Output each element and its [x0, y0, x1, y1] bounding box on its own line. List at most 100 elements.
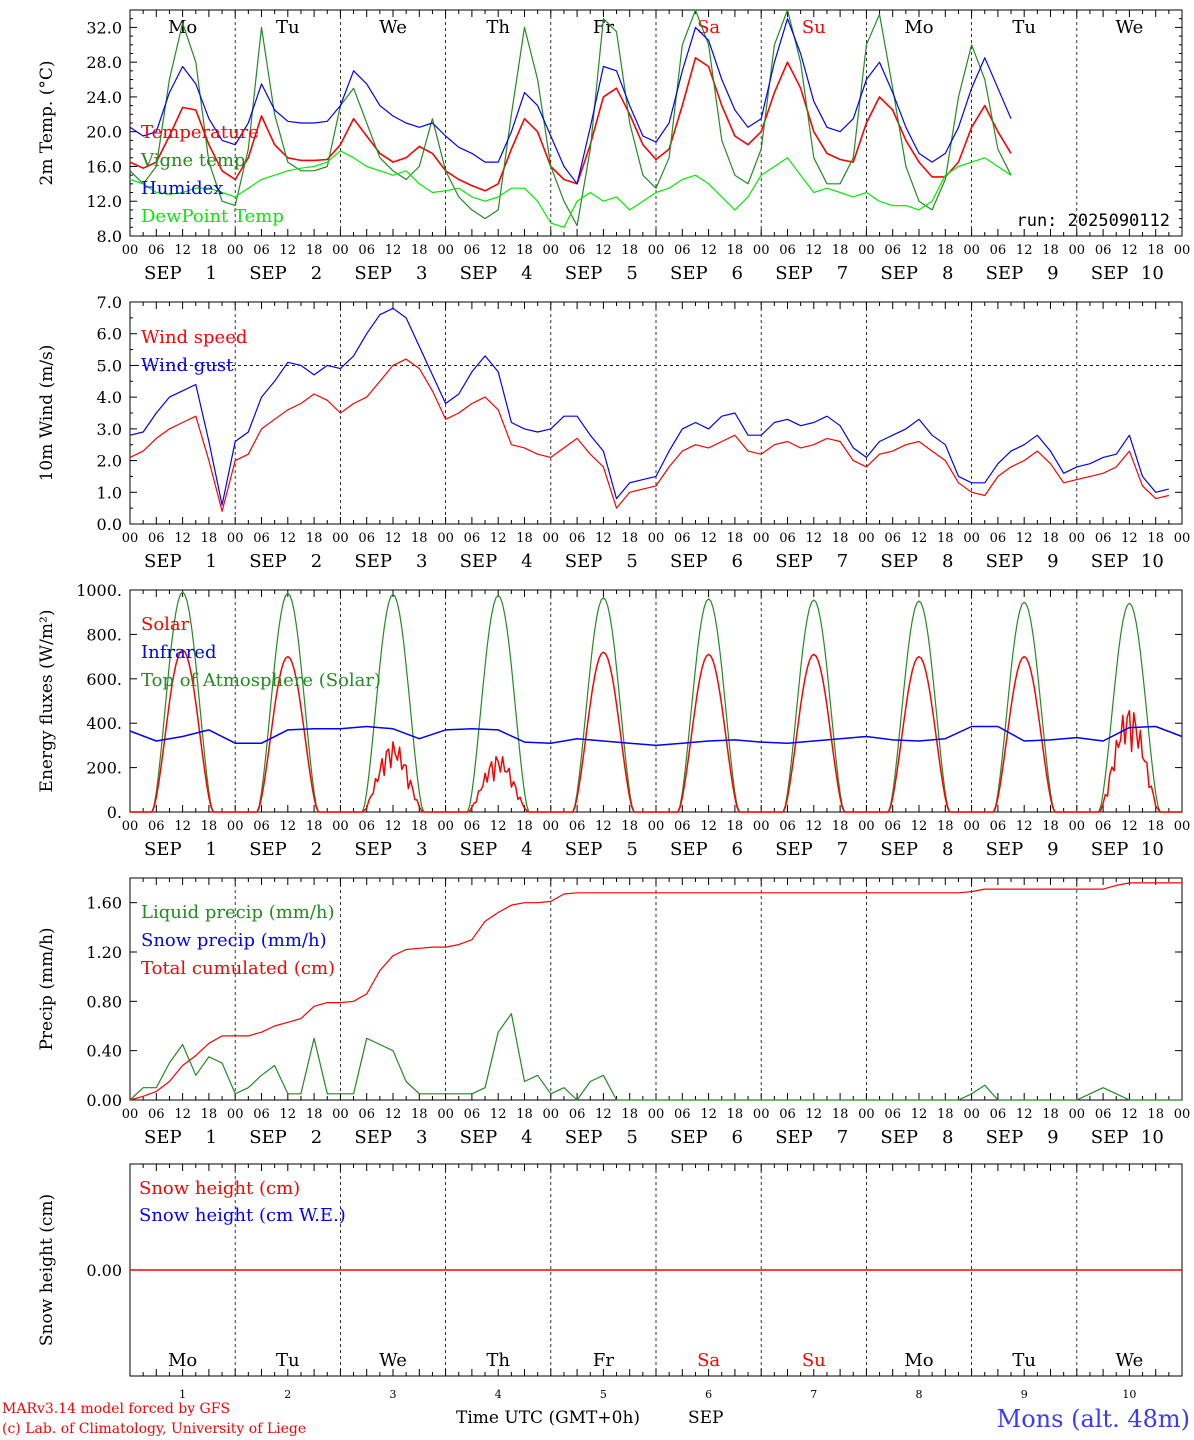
legend-entry: Solar [141, 614, 190, 635]
series-line-infrared [129, 725, 1183, 747]
date-label-day: 7 [837, 263, 848, 284]
hour-tick-label: 18 [1147, 1107, 1164, 1122]
weekday-label: Tu [1012, 1350, 1036, 1371]
hour-tick-label: 12 [174, 819, 191, 834]
date-label: SEP 8 [880, 551, 953, 572]
date-label-month: SEP [880, 1127, 918, 1148]
hour-tick-label: 00 [648, 819, 665, 834]
series-line-0 [129, 358, 1169, 512]
date-label-month: SEP [460, 1127, 498, 1148]
weekday-label: We [379, 17, 407, 38]
date-label-month: SEP [460, 839, 498, 860]
date-label-month: SEP [144, 1127, 182, 1148]
hour-tick-label: 12 [385, 1107, 402, 1122]
hour-tick-label: 12 [280, 243, 297, 258]
hour-tick-label: 18 [937, 1107, 954, 1122]
hour-tick-label: 12 [385, 819, 402, 834]
date-label-day: 1 [206, 839, 217, 860]
y-axis-label: Precip (mm/h) [37, 927, 57, 1050]
hour-tick-label: 12 [595, 819, 612, 834]
date-label: SEP 8 [880, 839, 953, 860]
date-label-day: 3 [416, 551, 427, 572]
date-label: SEP 3 [354, 839, 427, 860]
y-axis-label: 10m Wind (m/s) [37, 345, 57, 482]
weekday-label: Mo [168, 17, 197, 38]
day-number-label: 4 [495, 1388, 502, 1401]
legend-entry: DewPoint Temp [141, 206, 284, 227]
legend-entry: Snow precip (mm/h) [141, 930, 327, 951]
hour-tick-label: 12 [490, 243, 507, 258]
date-label: SEP 2 [249, 1127, 322, 1148]
date-label: SEP 4 [460, 551, 533, 572]
x-axis-month: SEP [688, 1408, 724, 1428]
hour-tick-label: 12 [280, 531, 297, 546]
hour-tick-label: 18 [1042, 243, 1059, 258]
hour-tick-label: 12 [1121, 243, 1138, 258]
hour-tick-label: 18 [832, 819, 849, 834]
weekday-label: Fr [593, 17, 614, 38]
hour-tick-label: 12 [700, 1107, 717, 1122]
hour-tick-label: 00 [1174, 531, 1191, 546]
date-label-day: 8 [942, 551, 953, 572]
date-label-month: SEP [460, 551, 498, 572]
date-label: SEP 4 [460, 1127, 533, 1148]
date-label-day: 7 [837, 1127, 848, 1148]
hour-tick-label: 00 [543, 819, 560, 834]
hour-tick-label: 12 [174, 243, 191, 258]
date-label: SEP 3 [354, 263, 427, 284]
hour-tick-label: 06 [464, 1107, 481, 1122]
date-label-month: SEP [880, 263, 918, 284]
hour-tick-label: 18 [516, 243, 533, 258]
weekday-label: Mo [904, 1350, 933, 1371]
date-label-day: 4 [521, 839, 532, 860]
y-tick-label: 1000. [76, 581, 122, 600]
hour-tick-label: 18 [306, 531, 323, 546]
y-tick-label: 5.0 [97, 356, 122, 375]
hour-tick-label: 18 [937, 243, 954, 258]
date-label-month: SEP [249, 551, 287, 572]
hour-tick-label: 06 [779, 531, 796, 546]
weekday-label: Th [486, 1350, 510, 1371]
hour-tick-label: 18 [411, 243, 428, 258]
hour-tick-label: 12 [595, 531, 612, 546]
date-label: SEP 10 [1091, 839, 1164, 860]
date-label-month: SEP [354, 839, 392, 860]
hour-tick-label: 18 [727, 819, 744, 834]
date-label: SEP 5 [565, 551, 638, 572]
y-tick-label: 1.20 [86, 943, 122, 962]
date-label: SEP 3 [354, 1127, 427, 1148]
meteogram-panels: 8.012.016.020.024.028.032.02m Temp. (°C)… [37, 9, 1191, 1401]
date-label-day: 7 [837, 839, 848, 860]
hour-tick-label: 06 [464, 531, 481, 546]
hour-tick-label: 00 [753, 819, 770, 834]
day-number-label: 10 [1122, 1388, 1136, 1401]
date-label-day: 5 [626, 263, 637, 284]
date-label: SEP 9 [986, 839, 1059, 860]
hour-tick-label: 06 [148, 243, 165, 258]
date-label-month: SEP [144, 839, 182, 860]
hour-tick-label: 06 [884, 531, 901, 546]
date-label-day: 6 [732, 1127, 743, 1148]
date-label: SEP 7 [775, 1127, 848, 1148]
y-tick-label: 0.00 [86, 1261, 122, 1280]
y-axis-label: Energy fluxes (W/m²) [37, 610, 57, 793]
weekday-label: Su [802, 1350, 826, 1371]
date-label-day: 10 [1141, 551, 1164, 572]
hour-tick-label: 00 [753, 1107, 770, 1122]
weekday-label: Tu [1012, 17, 1036, 38]
date-label-month: SEP [460, 263, 498, 284]
hour-tick-label: 12 [490, 819, 507, 834]
date-label-month: SEP [249, 263, 287, 284]
hour-tick-label: 18 [516, 1107, 533, 1122]
y-axis-label: 2m Temp. (°C) [37, 60, 57, 185]
hour-tick-label: 00 [753, 243, 770, 258]
hour-tick-label: 00 [543, 243, 560, 258]
day-number-label: 1 [179, 1388, 186, 1401]
date-label-day: 5 [626, 1127, 637, 1148]
hour-tick-label: 18 [201, 1107, 218, 1122]
weekday-label: Su [802, 17, 826, 38]
panel-1: 8.0 12.0 16.0 20.0 24.0 28.0 32.0 2m Temp. (°C)… [37, 9, 1190, 284]
hour-tick-label: 06 [464, 819, 481, 834]
weekday-label: Sa [697, 17, 720, 38]
date-label-day: 3 [416, 839, 427, 860]
